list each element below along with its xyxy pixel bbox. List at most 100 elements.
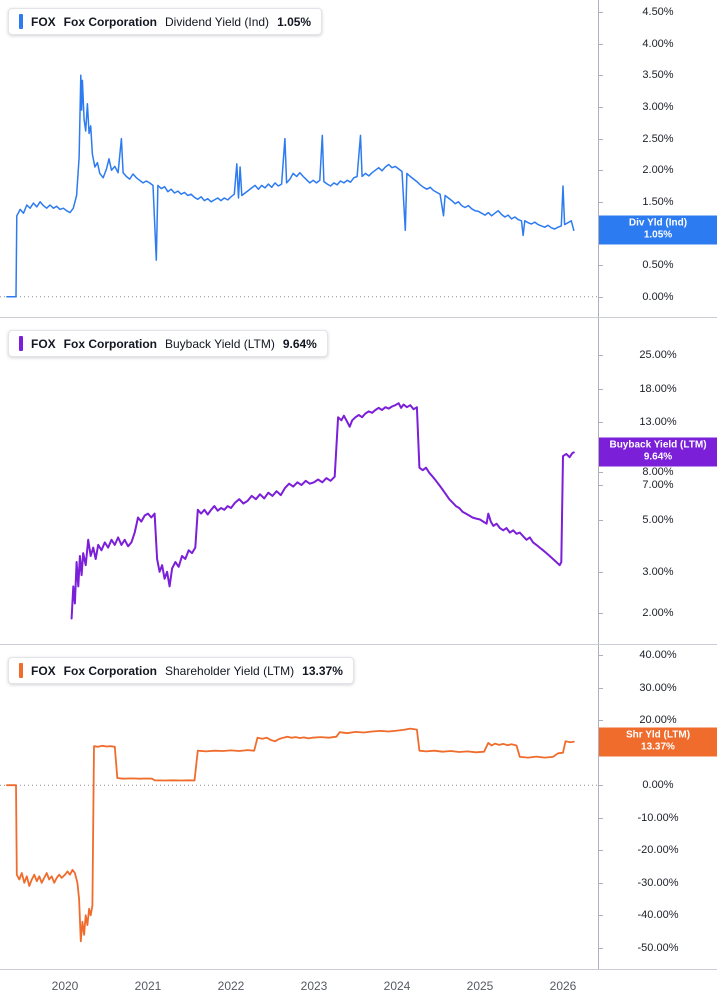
badge-label: Buyback Yield (LTM) [609,439,707,451]
y-axis-tick-label: 20.00% [639,714,677,727]
legend-color-bar [19,663,23,678]
y-axis-tick-label: 30.00% [639,681,677,694]
dividend-yield-line-svg [0,74,598,298]
legend-company: Fox Corporation [63,14,157,29]
badge-label: Shr Yld (LTM) [625,729,691,741]
time-axis-year-label: 2021 [134,979,162,993]
y-axis-tick-label: 0.00% [642,779,674,792]
y-axis-tick-label: 18.00% [639,382,677,395]
legend-color-bar [19,14,23,29]
y-axis-tick-label: 7.00% [642,479,674,492]
y-axis-tick-label: 2.50% [642,132,674,145]
dividend-yield-legend[interactable]: FOX Fox Corporation Dividend Yield (Ind)… [8,8,323,35]
time-axis-year-label: 2025 [466,979,494,993]
time-axis-year-label: 2024 [383,979,411,993]
y-axis-tick-mark [599,850,603,852]
y-axis-tick-label: 4.00% [642,37,674,50]
y-axis-tick-mark [599,571,603,573]
legend-metric: Shareholder Yield (LTM) [165,663,295,678]
y-axis-tick-mark [599,296,603,298]
y-axis-tick-mark [599,785,603,787]
shareholder-yield-chart-area[interactable]: FOX Fox Corporation Shareholder Yield (L… [0,645,598,969]
shareholder-yield-legend[interactable]: FOX Fox Corporation Shareholder Yield (L… [8,657,354,684]
y-axis-tick-mark [599,915,603,917]
y-axis-tick-mark [599,75,603,77]
buyback-yield-series-line [70,402,575,620]
y-axis-tick-label: 5.00% [642,513,674,526]
dividend-yield-chart-area[interactable]: FOX Fox Corporation Dividend Yield (Ind)… [0,0,598,317]
y-axis-tick-mark [599,170,603,172]
y-axis-tick-label: 1.50% [642,195,674,208]
shareholder-yield-panel: FOX Fox Corporation Shareholder Yield (L… [0,645,717,970]
legend-metric: Dividend Yield (Ind) [165,14,270,29]
legend-color-bar [19,336,23,351]
y-axis-tick-mark [599,12,603,13]
badge-label: Div Yld (Ind) [628,217,688,229]
buyback-yield-last-value-badge: Buyback Yield (LTM) 9.64% [599,437,717,467]
y-axis-tick-label: 13.00% [639,415,677,428]
legend-value: 1.05% [277,14,312,29]
legend-value: 13.37% [302,663,343,678]
legend-value: 9.64% [282,336,317,351]
y-axis-tick-mark [599,43,603,45]
y-axis-tick-label: 3.50% [642,69,674,82]
buyback-yield-panel: FOX Fox Corporation Buyback Yield (LTM) … [0,318,717,645]
legend-company: Fox Corporation [63,663,157,678]
dividend-yield-panel: FOX Fox Corporation Dividend Yield (Ind)… [0,0,717,318]
y-axis-tick-mark [599,138,603,140]
y-axis-tick-mark [599,882,603,884]
y-axis-tick-mark [599,687,603,689]
y-axis-tick-mark [599,720,603,722]
y-axis-tick-mark [599,655,603,657]
buyback-yield-line-svg [70,402,575,620]
time-axis-year-label: 2023 [300,979,328,993]
y-axis-tick-mark [599,471,603,473]
y-axis-tick-label: -30.00% [637,876,679,889]
y-axis-tick-label: 25.00% [639,349,677,361]
shareholder-yield-line-svg [0,727,598,943]
badge-value: 13.37% [641,741,675,753]
dividend-yield-series-line [6,74,575,298]
y-axis-tick-label: 0.00% [642,290,674,303]
y-axis-tick-mark [599,485,603,487]
buyback-yield-legend[interactable]: FOX Fox Corporation Buyback Yield (LTM) … [8,330,328,357]
y-axis-tick-label: -40.00% [637,909,679,922]
badge-value: 1.05% [643,229,673,241]
y-axis-tick-label: 2.00% [642,164,674,177]
time-axis-year-label: 2026 [549,979,577,993]
y-axis-tick-label: 3.00% [642,565,674,578]
legend-company: Fox Corporation [63,336,157,351]
time-axis[interactable]: 2020 2021 2022 2023 2024 2025 2026 [0,970,717,1005]
y-axis-tick-mark [599,265,603,267]
y-axis-tick-label: 8.00% [642,465,674,478]
shareholder-yield-last-value-badge: Shr Yld (LTM) 13.37% [599,727,717,757]
buyback-yield-chart-area[interactable]: FOX Fox Corporation Buyback Yield (LTM) … [0,318,598,644]
y-axis-tick-label: -10.00% [637,811,679,824]
y-axis-tick-label: -50.00% [637,941,679,954]
y-axis-tick-mark [599,519,603,521]
y-axis-tick-mark [599,201,603,203]
y-axis-tick-mark [599,355,603,356]
y-axis-tick-mark [599,817,603,819]
y-axis-tick-label: 3.00% [642,100,674,113]
buyback-yield-price-axis[interactable]: Buyback Yield (LTM) 9.64% 25.00% 18.00% 13… [598,318,717,644]
y-axis-tick-label: 2.00% [642,607,674,620]
badge-value: 9.64% [643,451,673,463]
legend-ticker: FOX [31,14,56,29]
y-axis-tick-mark [599,613,603,615]
y-axis-tick-mark [599,106,603,108]
time-axis-year-label: 2020 [51,979,79,993]
y-axis-tick-label: 4.50% [642,6,674,18]
shareholder-yield-series-line [6,727,575,943]
legend-metric: Buyback Yield (LTM) [165,336,275,351]
dividend-yield-price-axis[interactable]: Div Yld (Ind) 1.05% 4.50% 4.00% 3.50% 3.00%… [598,0,717,317]
y-axis-tick-mark [599,947,603,949]
y-axis-tick-label: 40.00% [639,649,677,662]
shareholder-yield-price-axis[interactable]: Shr Yld (LTM) 13.37% 40.00% 30.00% 20.00% 1… [598,645,717,969]
time-axis-year-label: 2022 [217,979,245,993]
legend-ticker: FOX [31,336,56,351]
dividend-yield-last-value-badge: Div Yld (Ind) 1.05% [599,215,717,245]
y-axis-tick-label: -20.00% [637,844,679,857]
y-axis-tick-mark [599,388,603,390]
